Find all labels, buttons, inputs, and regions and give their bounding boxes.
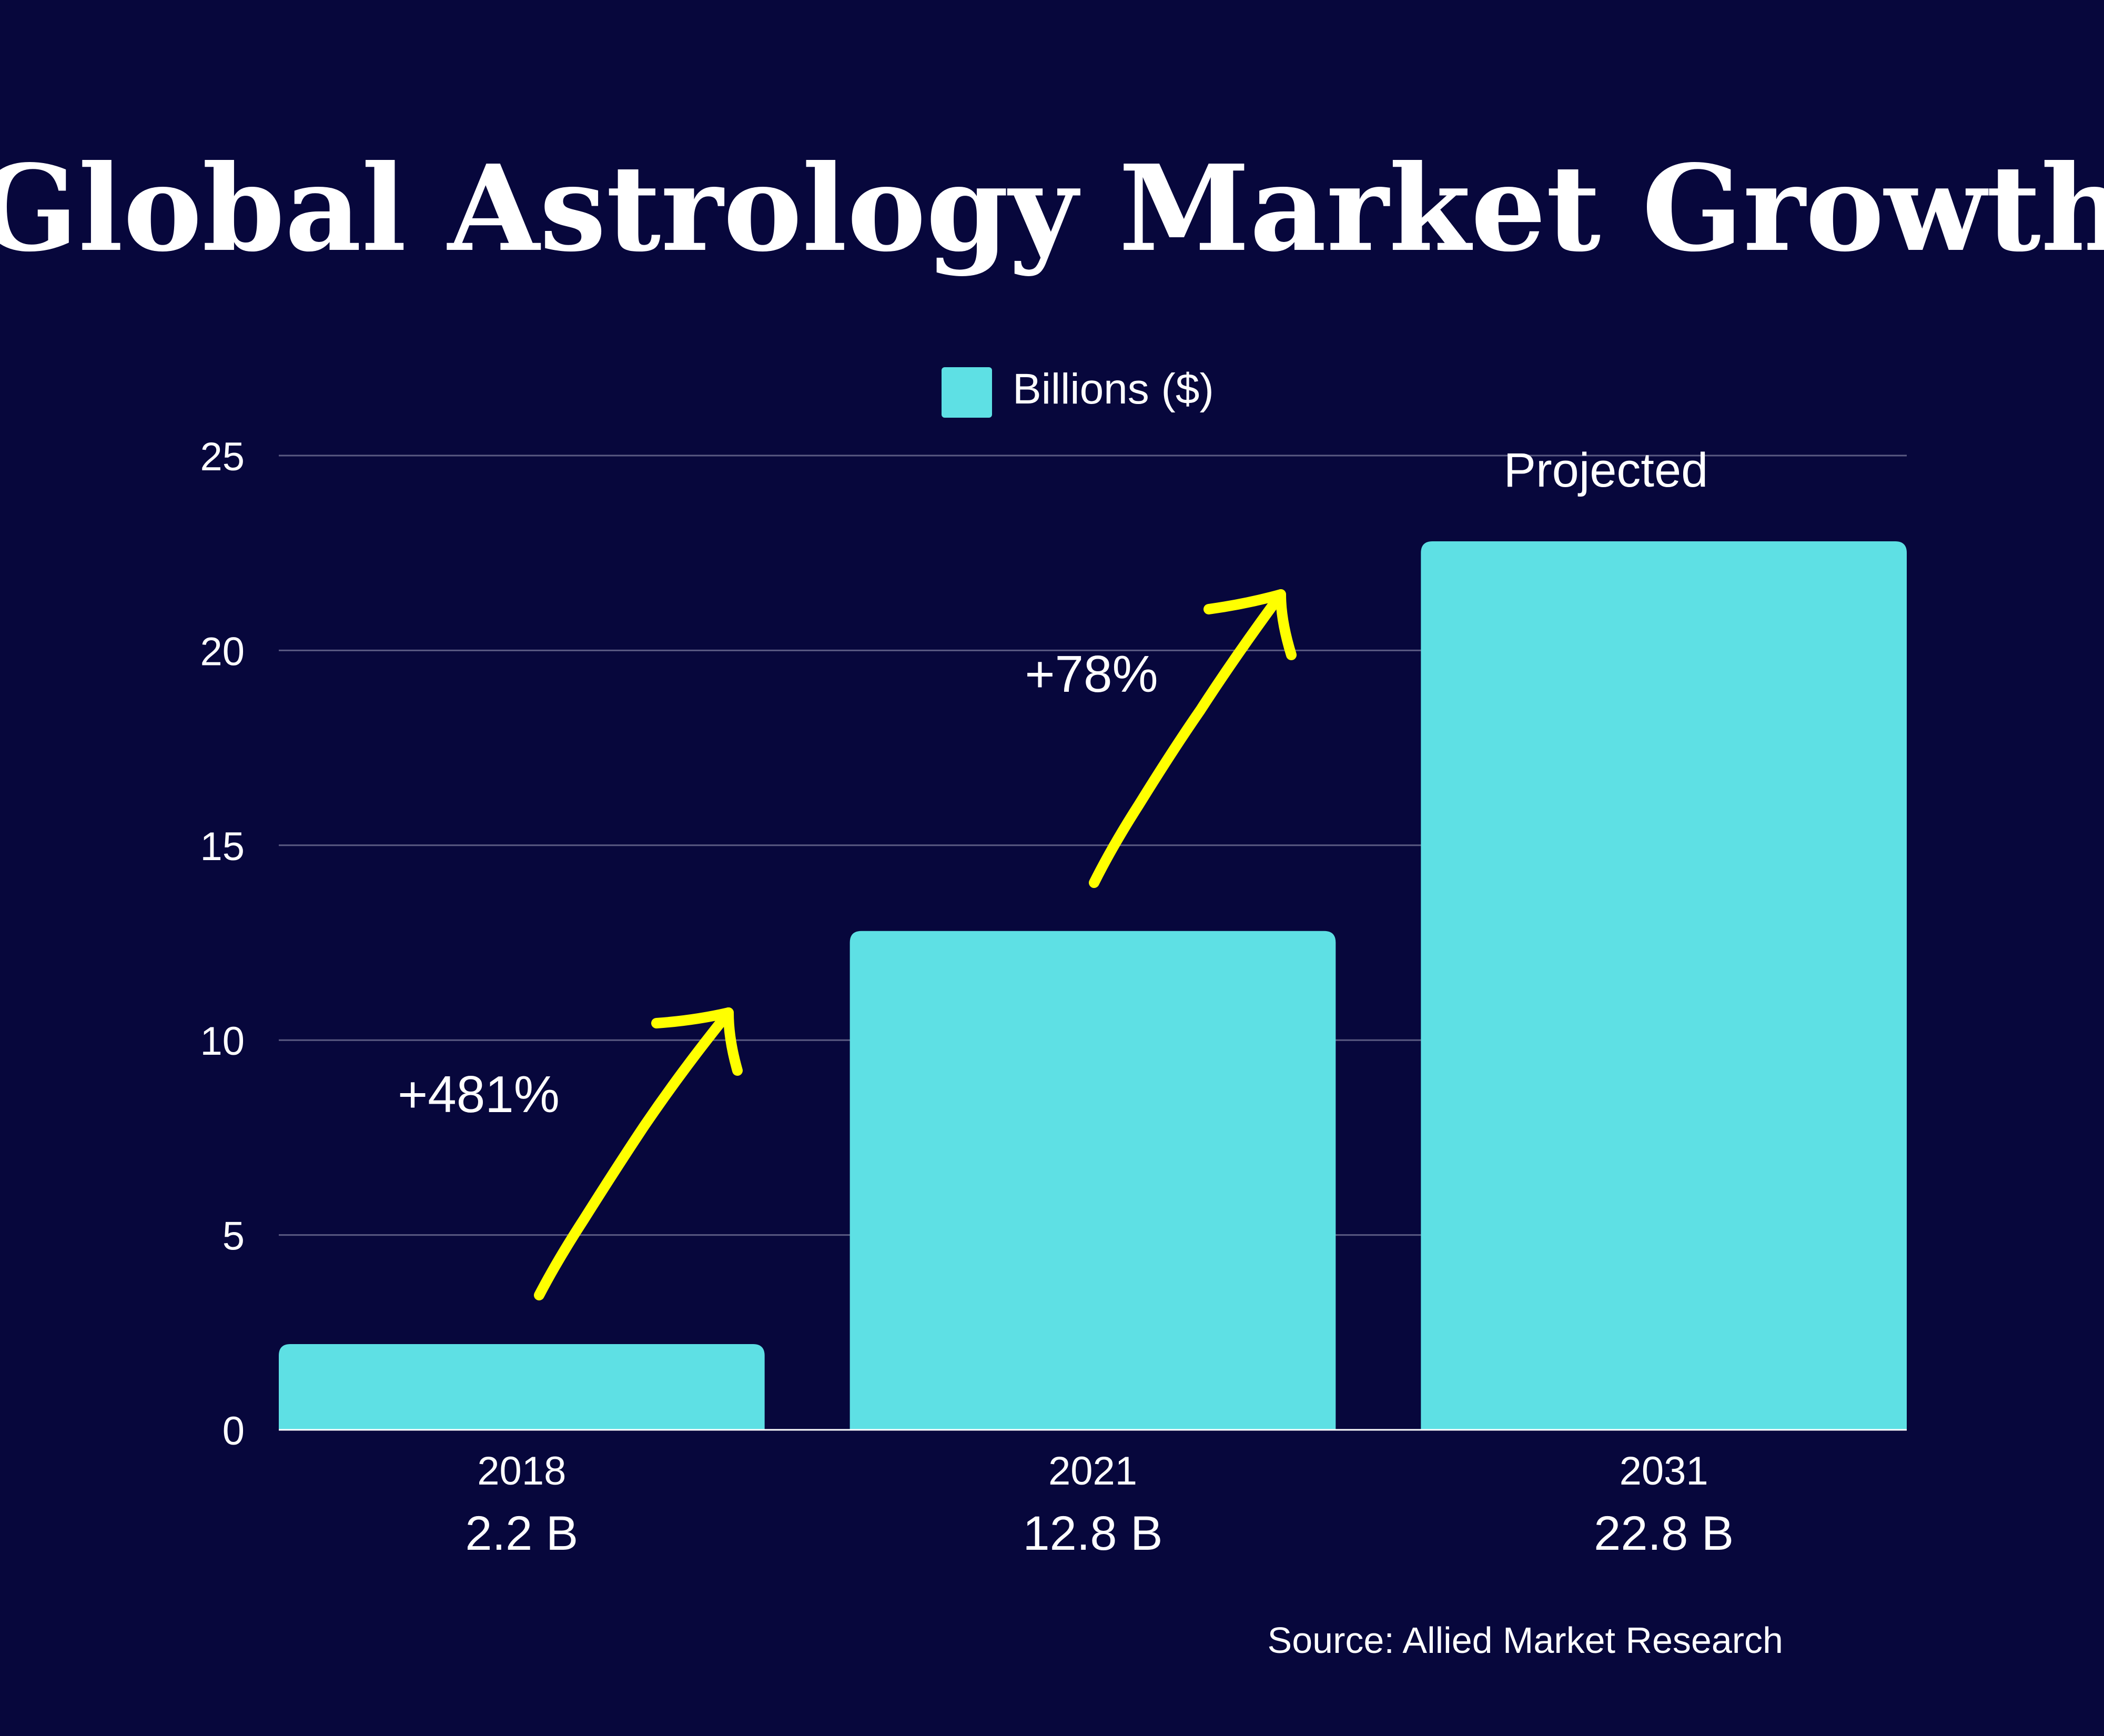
bar [849, 931, 1336, 1430]
growth-arrow-2-icon [1089, 589, 1297, 888]
y-tick-label: 15 [200, 824, 245, 869]
value-label: 12.8 B [1023, 1507, 1163, 1560]
growth-label-1: +481% [398, 1065, 560, 1123]
x-tick-label: 2018 [477, 1449, 566, 1493]
projected-label: Projected [1504, 443, 1708, 497]
bar [279, 1344, 765, 1430]
y-tick-label: 25 [200, 435, 245, 479]
value-label: 2.2 B [465, 1507, 578, 1560]
chart-title: Global Astrology Market Growth [0, 139, 2104, 278]
y-tick-label: 0 [222, 1409, 245, 1454]
bar [1421, 541, 1907, 1430]
growth-label-2: +78% [1025, 645, 1158, 703]
x-axis-labels: 2018 2.2 B 2021 12.8 B 2031 22.8 B [465, 1449, 1734, 1560]
y-axis-ticks: 0 5 10 15 20 25 [200, 435, 245, 1454]
growth-arrow-1-icon [534, 1007, 743, 1300]
bars [279, 541, 1907, 1430]
x-tick-label: 2021 [1048, 1449, 1137, 1493]
legend-swatch [942, 367, 992, 418]
source-note: Source: Allied Market Research [1268, 1620, 1783, 1661]
y-tick-label: 5 [222, 1214, 245, 1259]
x-tick-label: 2031 [1620, 1449, 1708, 1493]
y-tick-label: 20 [200, 629, 245, 674]
value-label: 22.8 B [1594, 1507, 1734, 1560]
y-tick-label: 10 [200, 1019, 245, 1064]
legend-label: Billions ($) [1013, 365, 1214, 413]
legend: Billions ($) [942, 365, 1214, 418]
